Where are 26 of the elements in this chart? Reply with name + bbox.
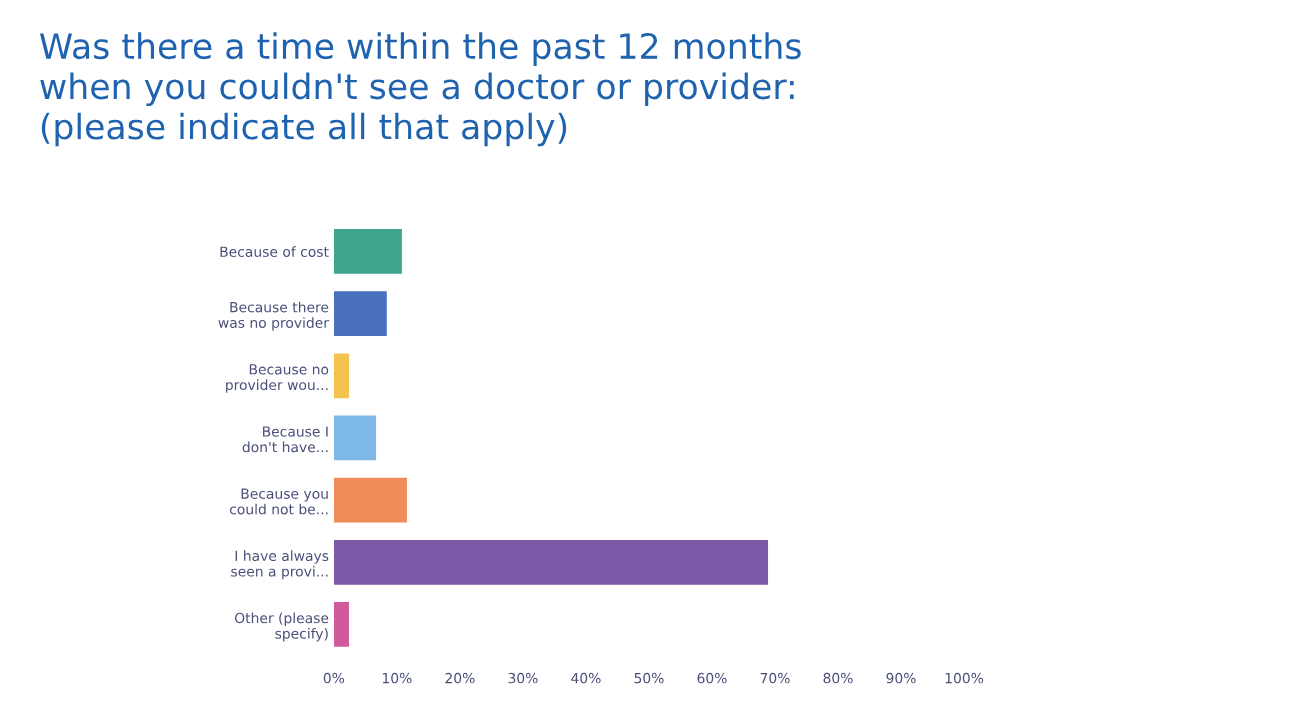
y-tick-label: I have always seen a provi... (231, 550, 329, 580)
x-tick-label: 40% (571, 672, 601, 684)
x-tick-label: 60% (697, 672, 727, 684)
y-tick-label: Because no provider wou... (226, 364, 329, 393)
bar (333, 539, 769, 585)
y-tick-label: Because of cost (220, 246, 329, 257)
y-tick-label: Because I don't have... (242, 426, 328, 453)
bar (333, 291, 387, 337)
bar (333, 353, 349, 399)
x-tick-label: 80% (823, 672, 853, 684)
bar (333, 602, 349, 647)
x-tick-label: 100% (945, 672, 984, 684)
y-tick-label: Because you could not be... (229, 488, 328, 515)
x-tick-label: 20% (445, 672, 475, 684)
x-tick-label: 0% (323, 672, 345, 684)
y-tick-label: Other (please specify) (234, 612, 329, 642)
x-tick-label: 30% (508, 672, 538, 684)
bar (333, 229, 402, 274)
x-tick-label: 90% (886, 672, 916, 684)
y-tick-label: Because there was no provider (218, 301, 329, 331)
x-tick-label: 50% (634, 672, 664, 684)
bar (333, 477, 407, 523)
x-tick-label: 70% (760, 672, 790, 684)
x-tick-label: 10% (382, 672, 412, 684)
chart-title: Was there a time within the past 12 months when you couldn't see a doctor or provider: (please indicate all that apply) (39, 32, 801, 147)
bar (333, 415, 377, 461)
